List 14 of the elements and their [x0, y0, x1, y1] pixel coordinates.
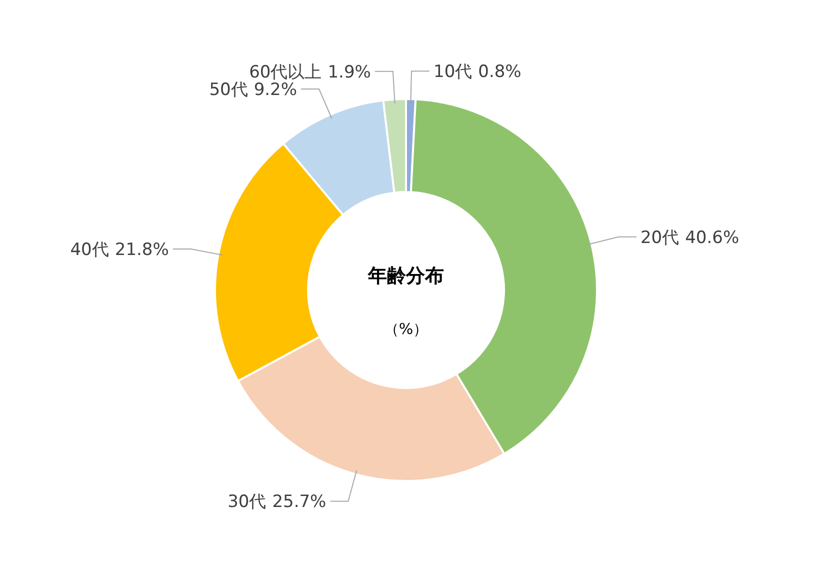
data-label: 40.6% [685, 228, 740, 248]
data-label: 21.8% [114, 240, 169, 260]
data-label: 0.8% [478, 62, 522, 82]
text: 年齢分布 [367, 265, 444, 287]
data-label: 25.7% [272, 492, 326, 512]
data-label: 9.2% [254, 80, 298, 100]
slice-label: 40代 [70, 240, 109, 260]
slice-label: 20代 [640, 228, 680, 248]
slice-label: 10代 [434, 62, 472, 82]
slice-label: 30代 [228, 492, 266, 512]
slice-label: 50代 [209, 80, 248, 100]
slice-label: 60代以上 [249, 62, 322, 82]
text: （%） [384, 320, 428, 338]
data-label: 1.9% [328, 62, 371, 82]
